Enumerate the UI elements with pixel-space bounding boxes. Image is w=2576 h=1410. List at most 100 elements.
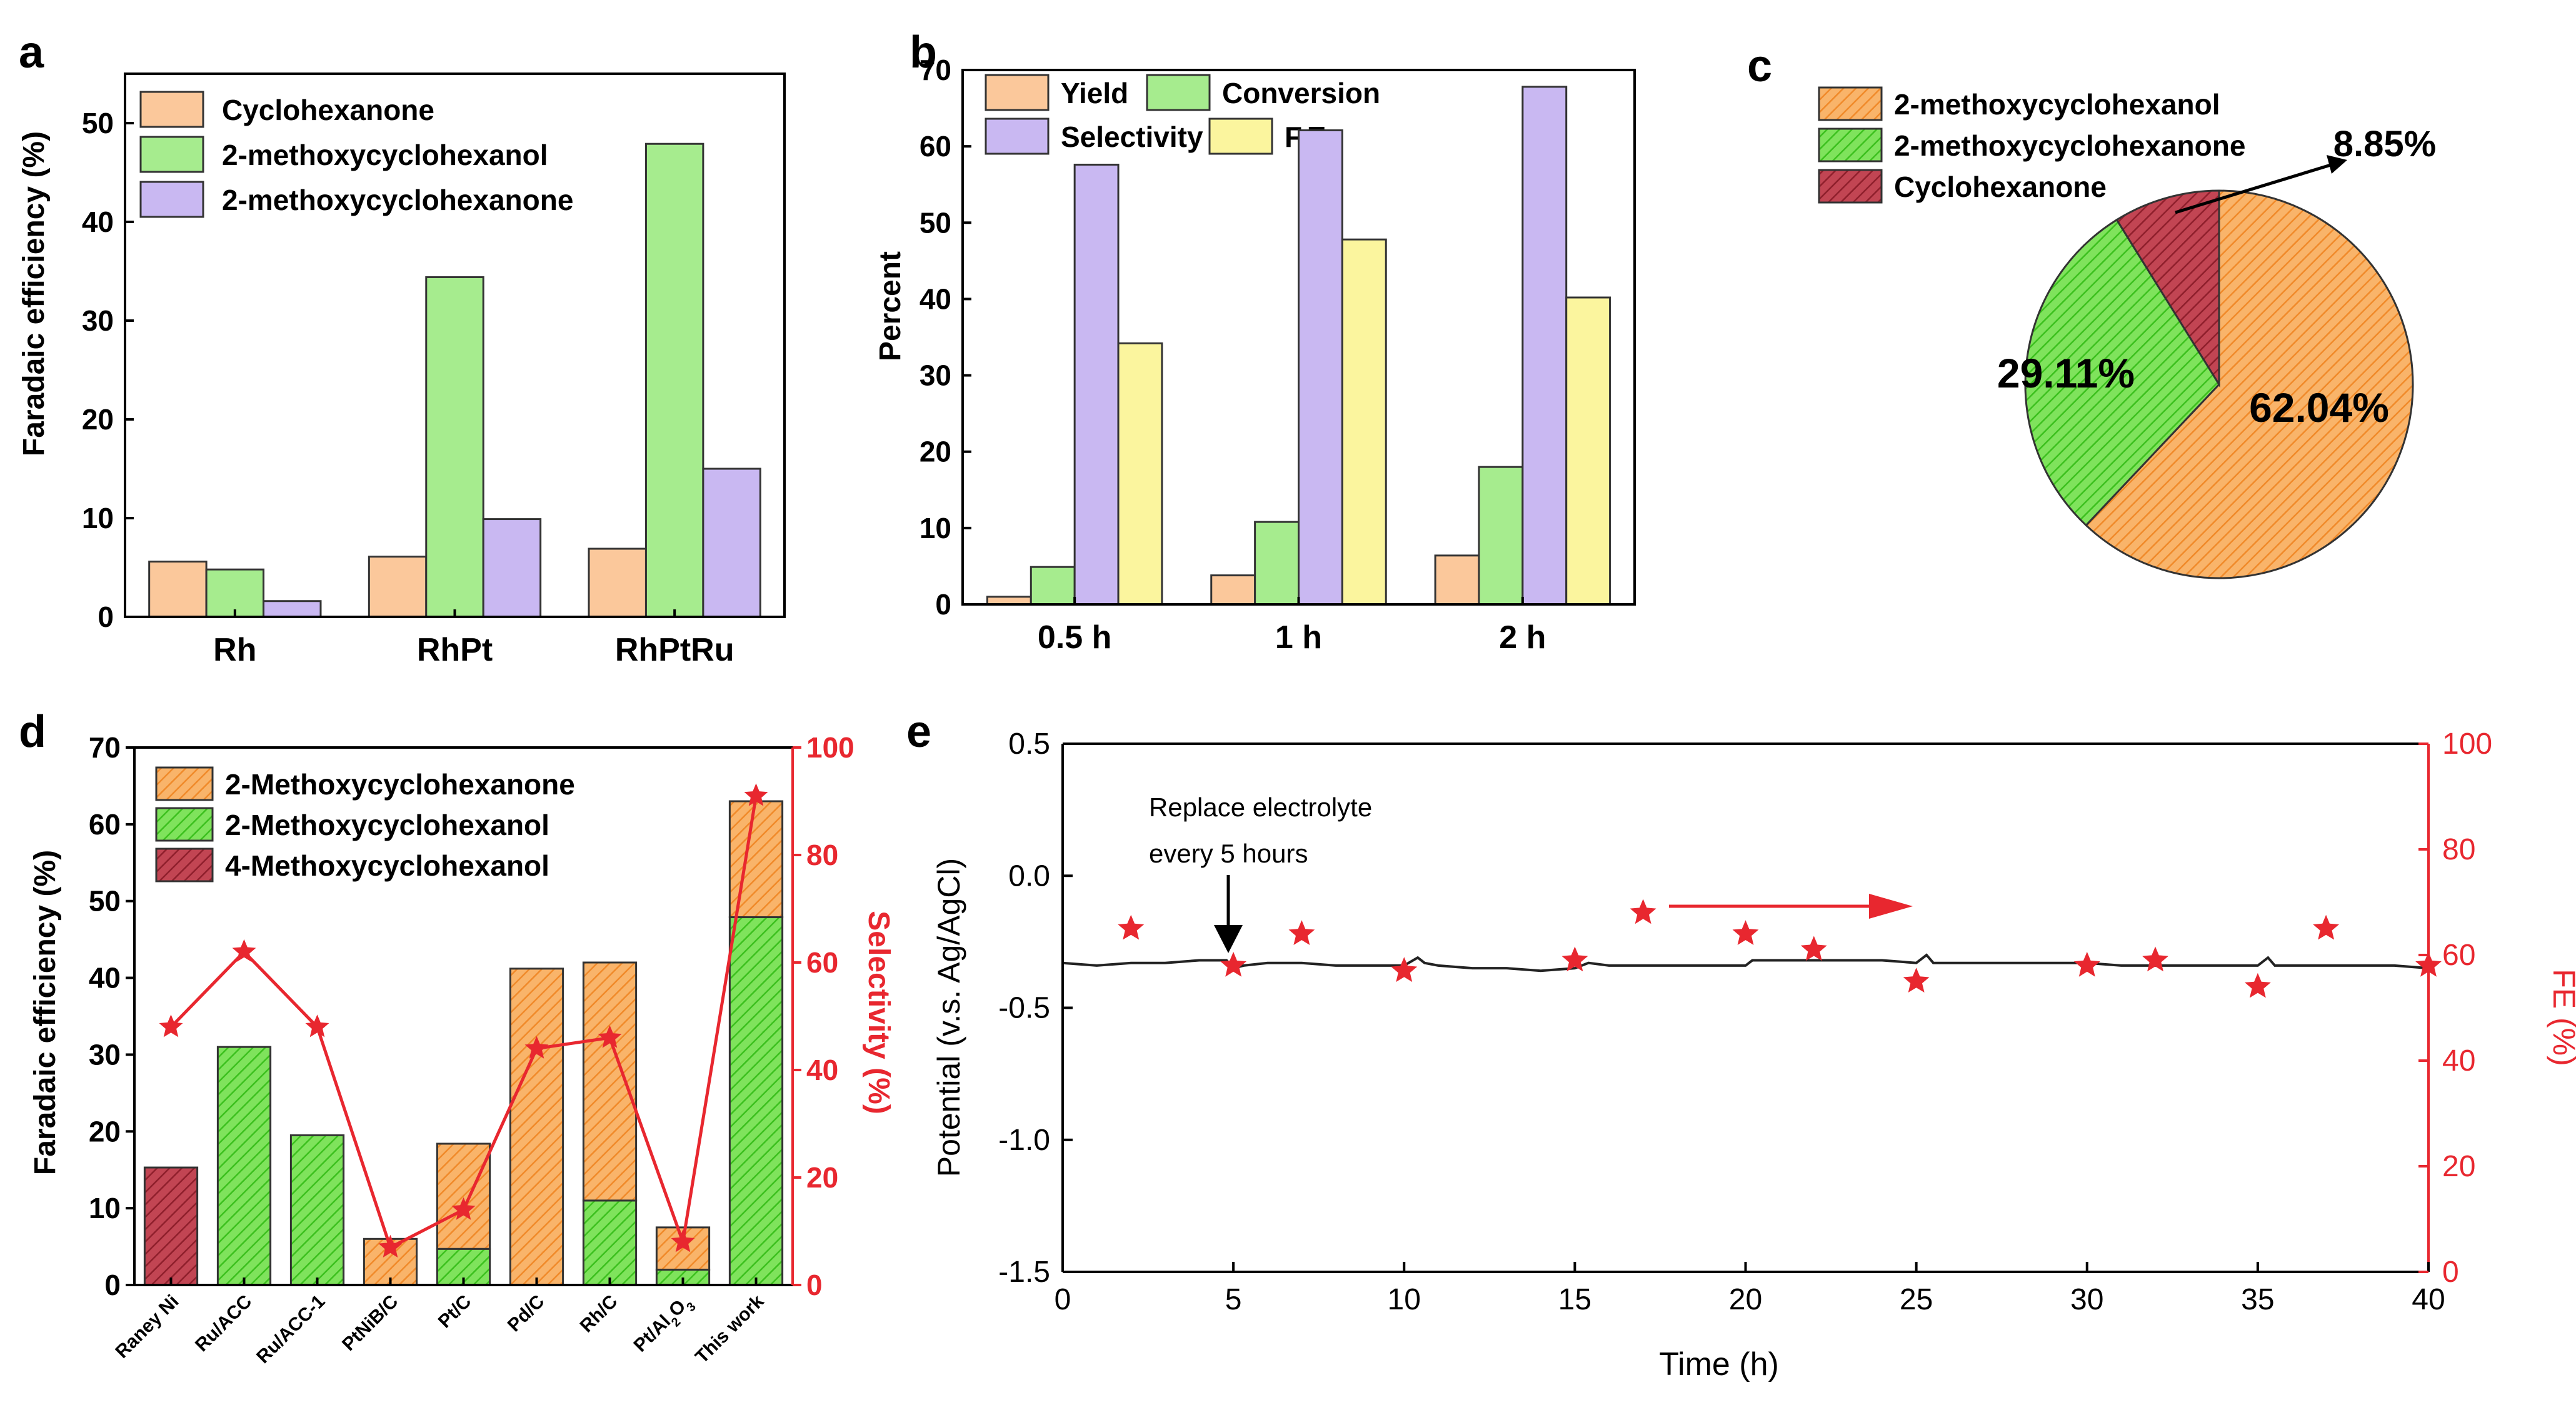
legend-label-yield: Yield: [1061, 77, 1128, 109]
y-tick-label-40: 40: [82, 206, 114, 238]
fe-point-22: [1800, 936, 1827, 961]
panel-e-ylabel: Potential (v.s. Ag/AgCl): [931, 858, 966, 1177]
x-tick-label-rhptru: RhPtRu: [615, 632, 734, 668]
y-tick-label-0-5: 0.5: [1008, 728, 1050, 761]
x-tick-label-0-5-h: 0.5 h: [1038, 619, 1112, 656]
x-tick-label-this-work: This work: [691, 1291, 768, 1368]
pie-slice-cyclohexanone: [2115, 189, 2220, 388]
fe-point-37: [2313, 914, 2339, 940]
x-tick-label-pt-al2o3: Pt/Al2O3: [630, 1291, 699, 1360]
panel-a-ylabel: Faradaic efficiency (%): [18, 131, 51, 456]
bar-conversion-2-h: [1478, 466, 1524, 606]
legend-swatch-2-methoxycyclohexanone: [1818, 128, 1883, 162]
panel-e-plot: [1062, 899, 2442, 998]
y-tick-label-10: 10: [82, 502, 114, 534]
y2-tick-label-60: 60: [2442, 939, 2475, 972]
x-tick-label-pt-c: Pt/C: [434, 1291, 476, 1332]
panel-e-axes: 0 5 10 15 20 25 30 35 40 -1.5 -1.0 -0.5 0.0 0.5 0 20 40 6…: [998, 728, 2492, 1316]
x-tick-label-raney-ni: Raney Ni: [111, 1291, 183, 1362]
bar-selectivity-1-h: [1298, 129, 1343, 606]
y-tick-label-50: 50: [89, 885, 121, 918]
panel-b-bars: [986, 86, 1611, 606]
y-tick-label-0: 0: [935, 588, 951, 621]
legend-label-4-methoxycyclohexanol: 4-Methoxycyclohexanol: [225, 849, 549, 882]
fe-point-35: [2245, 972, 2271, 998]
selectivity-point-pt-al2o3: [671, 1229, 695, 1252]
y2-tick-label-40: 40: [806, 1054, 838, 1086]
y-tick-label-20: 20: [89, 1115, 121, 1148]
fe-point-17: [1630, 899, 1656, 924]
panel-d-ylabel: Faradaic efficiency (%): [29, 850, 62, 1175]
y-tick-label-0: 0: [98, 601, 114, 633]
bar-cyclohexanone-rhptru: [588, 548, 647, 618]
bar-2-methoxycyclohexanol-ru-acc: [216, 1046, 272, 1286]
pie-label-2-methoxycyclohexanol: 62.04%: [2249, 384, 2389, 431]
y-tick-label-20: 20: [920, 436, 951, 468]
y-tick-label-50: 50: [82, 107, 114, 139]
panel-c: c 2-methoxycyclohexanol 2-methoxycyclohe…: [1747, 41, 2436, 579]
y2-tick-label-100: 100: [2442, 728, 2492, 761]
x-tick-label-15: 15: [1558, 1283, 1591, 1316]
x-tick-label-35: 35: [2241, 1283, 2274, 1316]
fe-point-25: [1903, 968, 1930, 992]
x-tick-label-0: 0: [1055, 1283, 1071, 1316]
x-tick-label-pd-c: Pd/C: [504, 1291, 549, 1336]
selectivity-point-pd-c: [524, 1036, 549, 1059]
fe-point-2: [1118, 914, 1145, 940]
y-tick-label-60: 60: [89, 808, 121, 841]
bar-cyclohexanone-rhpt: [368, 556, 428, 618]
panel-c-letter: c: [1747, 41, 1772, 91]
trend-arrow: [1669, 894, 1913, 919]
x-tick-label-10: 10: [1388, 1283, 1421, 1316]
x-tick-label-rh-c: Rh/C: [576, 1291, 622, 1337]
panel-d-legend: 2-Methoxycyclohexanone 2-Methoxycyclohex…: [155, 766, 575, 882]
bar-2-methoxycyclohexanone-rh-c: [582, 961, 638, 1202]
bar-selectivity-0-5-h: [1073, 163, 1120, 606]
pie-slice-2-methoxycyclohexanol: [2085, 189, 2414, 579]
legend-swatch-cyclohexanone: [139, 91, 204, 128]
y-tick-label-0-5: -0.5: [998, 992, 1050, 1025]
y2-tick-label-100: 100: [806, 731, 854, 764]
bar-2-methoxycyclohexanol-rhptru: [644, 142, 704, 618]
legend-swatch-fe: [1208, 118, 1273, 155]
fe-point-20: [1732, 920, 1759, 945]
fe-point-32: [2142, 946, 2168, 972]
x-tick-label-25: 25: [1900, 1283, 1933, 1316]
legend-swatch-selectivity: [985, 118, 1050, 155]
selectivity-point-ru-acc: [232, 939, 256, 962]
x-tick-label-rh: Rh: [213, 632, 256, 668]
x-tick-label-40: 40: [2412, 1283, 2445, 1316]
panel-a-legend: Cyclohexanone 2-methoxycyclohexanol 2-me…: [139, 91, 573, 218]
bar-2-methoxycyclohexanone-rh: [263, 600, 322, 618]
panel-c-pie: [2024, 189, 2414, 579]
panel-e-letter: e: [906, 707, 931, 757]
panel-d-bars: [143, 800, 784, 1286]
x-tick-label-30: 30: [2070, 1283, 2103, 1316]
panel-e-xlabel: Time (h): [1659, 1346, 1779, 1382]
y2-tick-label-0: 0: [806, 1269, 823, 1301]
bar-f-e-1-h: [1341, 238, 1387, 606]
legend-label-cyclohexanone: Cyclohexanone: [222, 94, 434, 126]
panel-d: d 2-Methoxycyclohexanone 2-Methoxycycloh…: [19, 707, 895, 1368]
panel-b-letter: b: [910, 28, 937, 78]
x-tick-label-20: 20: [1729, 1283, 1762, 1316]
panel-b: b Yield Conversion Selectivity F.E. Perc…: [874, 28, 1636, 656]
panel-a-axes: Rh RhPt RhPtRu 0 10 20 30 40 50: [82, 72, 786, 668]
legend-swatch-yield: [985, 74, 1050, 111]
legend-label-cyclohexanone: Cyclohexanone: [1894, 171, 2107, 203]
y-tick-label-60: 60: [920, 130, 951, 162]
panel-a-bars: [148, 142, 761, 618]
x-tick-label-ptnib-c: PtNiB/C: [338, 1291, 402, 1355]
legend-label-2-methoxycyclohexanone: 2-methoxycyclohexanone: [1894, 129, 2245, 162]
bar-conversion-0-5-h: [1030, 566, 1076, 606]
bar-2-methoxycyclohexanol-rh-c: [582, 1199, 638, 1286]
panel-d-letter: d: [19, 707, 46, 757]
y-tick-label-30: 30: [89, 1038, 121, 1071]
y-tick-label-50: 50: [920, 206, 951, 239]
panel-d-selectivity-line: [159, 783, 768, 1258]
x-tick-label-2-h: 2 h: [1499, 619, 1546, 656]
x-tick-label-ru-acc-1: Ru/ACC-1: [253, 1291, 329, 1368]
y-tick-label-70: 70: [920, 54, 951, 86]
legend-label-2-methoxycyclohexanone: 2-methoxycyclohexanone: [222, 184, 573, 216]
